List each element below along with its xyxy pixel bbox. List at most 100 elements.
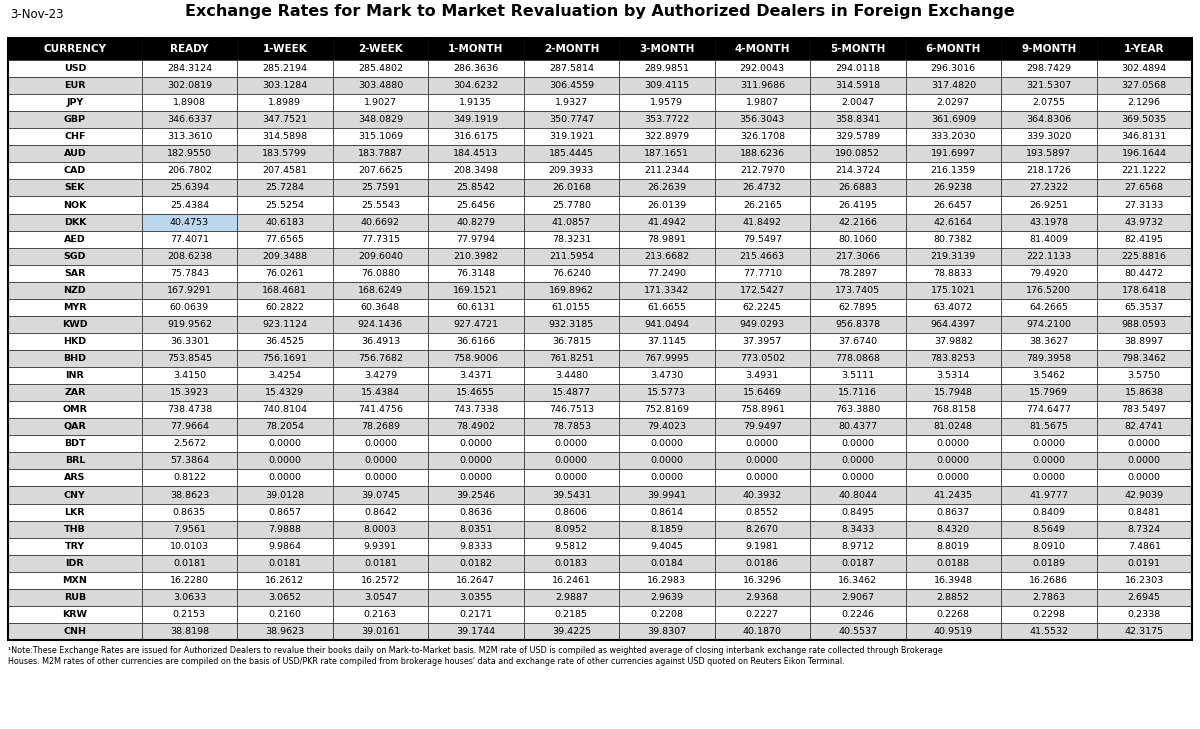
Text: 0.0000: 0.0000 xyxy=(746,440,779,448)
Text: 0.0000: 0.0000 xyxy=(269,440,301,448)
Text: 40.6692: 40.6692 xyxy=(361,217,400,227)
Text: 8.7324: 8.7324 xyxy=(1128,525,1160,534)
Text: 8.0003: 8.0003 xyxy=(364,525,397,534)
Text: 26.6883: 26.6883 xyxy=(839,184,877,192)
Text: 15.4655: 15.4655 xyxy=(456,388,496,397)
Bar xyxy=(8,60,142,77)
Bar xyxy=(8,299,142,316)
Bar xyxy=(332,589,428,606)
Bar xyxy=(142,299,238,316)
Text: 347.7521: 347.7521 xyxy=(263,115,307,124)
Bar xyxy=(8,197,142,214)
Bar xyxy=(906,623,1001,640)
Text: 16.3296: 16.3296 xyxy=(743,576,782,585)
Text: 327.0568: 327.0568 xyxy=(1122,81,1166,90)
Bar xyxy=(8,265,142,282)
Text: 758.9006: 758.9006 xyxy=(454,354,498,363)
Text: 16.2647: 16.2647 xyxy=(456,576,496,585)
Text: 40.8279: 40.8279 xyxy=(456,217,496,227)
Bar xyxy=(8,248,142,265)
Bar xyxy=(238,384,332,401)
Text: 333.2030: 333.2030 xyxy=(930,132,976,141)
Bar xyxy=(714,197,810,214)
Text: 214.3724: 214.3724 xyxy=(835,166,881,176)
Bar xyxy=(810,230,906,248)
Bar xyxy=(523,453,619,469)
Text: 285.4802: 285.4802 xyxy=(358,64,403,73)
Bar xyxy=(810,60,906,77)
Text: 964.4397: 964.4397 xyxy=(931,320,976,329)
Text: USD: USD xyxy=(64,64,86,73)
Text: 9.9391: 9.9391 xyxy=(364,542,397,550)
Bar xyxy=(619,589,714,606)
Bar xyxy=(810,333,906,350)
Text: 37.3957: 37.3957 xyxy=(743,337,782,346)
Text: 196.1644: 196.1644 xyxy=(1122,149,1166,158)
Text: THB: THB xyxy=(64,525,85,534)
Bar xyxy=(523,469,619,486)
Text: 9.4045: 9.4045 xyxy=(650,542,683,550)
Bar xyxy=(238,401,332,418)
Bar xyxy=(428,299,523,316)
Text: CNY: CNY xyxy=(64,491,85,499)
Bar xyxy=(238,572,332,589)
Text: 26.4195: 26.4195 xyxy=(839,200,877,209)
Bar xyxy=(1097,521,1192,538)
Text: 0.8122: 0.8122 xyxy=(173,473,206,483)
Text: 0.0000: 0.0000 xyxy=(460,456,492,465)
Bar xyxy=(332,435,428,453)
Bar xyxy=(810,606,906,623)
Text: 209.6040: 209.6040 xyxy=(358,252,403,261)
Text: EUR: EUR xyxy=(64,81,85,90)
Bar xyxy=(810,112,906,128)
Text: 756.7682: 756.7682 xyxy=(358,354,403,363)
Text: 26.9251: 26.9251 xyxy=(1030,200,1068,209)
Text: 1.9027: 1.9027 xyxy=(364,98,397,107)
Bar xyxy=(714,606,810,623)
Text: 746.7513: 746.7513 xyxy=(548,405,594,414)
Text: 0.2298: 0.2298 xyxy=(1032,610,1066,619)
Text: 39.4225: 39.4225 xyxy=(552,627,590,636)
Text: KRW: KRW xyxy=(62,610,88,619)
Bar xyxy=(1001,504,1097,521)
Text: 329.5789: 329.5789 xyxy=(835,132,881,141)
Bar xyxy=(332,333,428,350)
Bar xyxy=(332,77,428,94)
Bar xyxy=(428,265,523,282)
Text: 37.9882: 37.9882 xyxy=(934,337,973,346)
Bar xyxy=(714,486,810,504)
Bar xyxy=(8,316,142,333)
Text: 924.1436: 924.1436 xyxy=(358,320,403,329)
Text: 0.2227: 0.2227 xyxy=(746,610,779,619)
Bar xyxy=(523,299,619,316)
Bar xyxy=(906,538,1001,555)
Bar xyxy=(428,453,523,469)
Text: 752.8169: 752.8169 xyxy=(644,405,689,414)
Bar xyxy=(428,555,523,572)
Text: RUB: RUB xyxy=(64,593,86,602)
Bar xyxy=(714,94,810,112)
Bar xyxy=(714,589,810,606)
Bar xyxy=(142,418,238,435)
Text: 0.8495: 0.8495 xyxy=(841,507,875,517)
Text: 169.1521: 169.1521 xyxy=(454,286,498,295)
Text: IDR: IDR xyxy=(66,558,84,568)
Text: 0.2163: 0.2163 xyxy=(364,610,397,619)
Text: 9.8333: 9.8333 xyxy=(460,542,492,550)
Bar xyxy=(1097,38,1192,60)
Text: 10.0103: 10.0103 xyxy=(170,542,209,550)
Text: 61.6655: 61.6655 xyxy=(647,303,686,312)
Bar xyxy=(238,230,332,248)
Text: 209.3933: 209.3933 xyxy=(548,166,594,176)
Text: Houses. M2M rates of other currencies are compiled on the basis of USD/PKR rate : Houses. M2M rates of other currencies ar… xyxy=(8,657,845,666)
Text: 309.4115: 309.4115 xyxy=(644,81,690,90)
Bar xyxy=(619,384,714,401)
Bar xyxy=(1001,77,1097,94)
Bar xyxy=(142,179,238,197)
Text: 16.2572: 16.2572 xyxy=(361,576,400,585)
Text: 25.6456: 25.6456 xyxy=(456,200,496,209)
Text: 212.7970: 212.7970 xyxy=(740,166,785,176)
Text: 210.3982: 210.3982 xyxy=(454,252,498,261)
Text: 16.2686: 16.2686 xyxy=(1030,576,1068,585)
Bar xyxy=(906,128,1001,145)
